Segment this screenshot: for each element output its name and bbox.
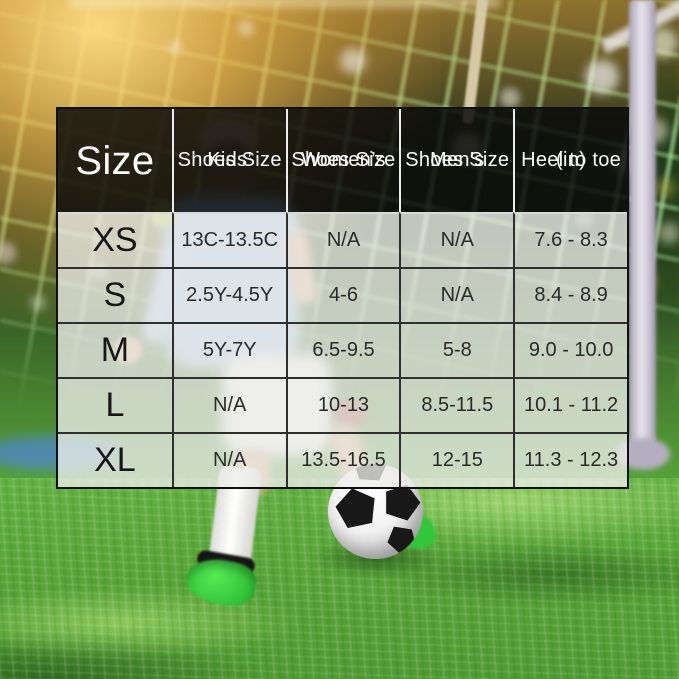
bokeh-light — [0, 242, 16, 264]
bokeh-light — [168, 40, 182, 54]
row-m-mens: 5-8 — [399, 322, 514, 377]
row-xl-mens: 12-15 — [399, 432, 514, 487]
row-l-mens: 8.5-11.5 — [399, 377, 514, 432]
header-womens-line1: Women’s — [301, 149, 386, 171]
header-kids-line1: Kids’ — [207, 149, 253, 171]
header-cell-kids: Kids’ Shoes Size — [171, 109, 286, 212]
row-m-size: M — [58, 322, 172, 377]
row-s-kids: 2.5Y-4.5Y — [171, 267, 286, 322]
row-xl-size: XL — [58, 432, 172, 487]
row-xs-size: XS — [58, 212, 172, 267]
header-kids-line2: Shoes Size — [177, 149, 282, 171]
row-l-womens: 10-13 — [285, 377, 400, 432]
bokeh-light — [585, 60, 619, 94]
header-heel-line1: Heel to toe — [521, 149, 622, 171]
bokeh-light — [30, 295, 46, 311]
row-xs-womens: N/A — [285, 212, 400, 267]
header-cell-heel-to-toe: Heel to toe (in) — [513, 109, 627, 212]
row-m-kids: 5Y-7Y — [171, 322, 286, 377]
row-l-size: L — [58, 377, 172, 432]
ball-patch — [332, 484, 379, 529]
bokeh-light — [340, 48, 366, 74]
row-xs-heel: 7.6 - 8.3 — [513, 212, 627, 267]
header-mens-line2: Shoes Size — [405, 149, 510, 171]
row-s-heel: 8.4 - 8.9 — [513, 267, 627, 322]
header-womens-line2: Shoes Size — [291, 149, 396, 171]
row-l-kids: N/A — [171, 377, 286, 432]
header-cell-size: Size — [58, 109, 172, 212]
row-m-womens: 6.5-9.5 — [285, 322, 400, 377]
row-l-heel: 10.1 - 11.2 — [513, 377, 627, 432]
row-m-heel: 9.0 - 10.0 — [513, 322, 627, 377]
row-xl-womens: 13.5-16.5 — [285, 432, 400, 487]
row-xs-mens: N/A — [399, 212, 514, 267]
row-s-mens: N/A — [399, 267, 514, 322]
goal-post — [629, 0, 656, 462]
row-xl-kids: N/A — [171, 432, 286, 487]
bokeh-light — [238, 20, 254, 36]
row-xs-kids: 13C-13.5C — [171, 212, 286, 267]
row-s-womens: 4-6 — [285, 267, 400, 322]
goal-crossbar — [70, 0, 500, 8]
header-cell-womens: Women’s Shoes Size — [285, 109, 400, 212]
bokeh-light — [655, 178, 675, 198]
header-mens-line1: Men’s — [430, 149, 485, 171]
header-heel-line2: (in) — [556, 149, 587, 171]
bokeh-light — [658, 222, 679, 244]
header-cell-mens: Men’s Shoes Size — [399, 109, 514, 212]
bokeh-light — [500, 88, 520, 108]
row-xl-heel: 11.3 - 12.3 — [513, 432, 627, 487]
size-chart-table: Size Kids’ Shoes Size Women’s Shoes Size… — [56, 107, 629, 489]
row-s-size: S — [58, 267, 172, 322]
